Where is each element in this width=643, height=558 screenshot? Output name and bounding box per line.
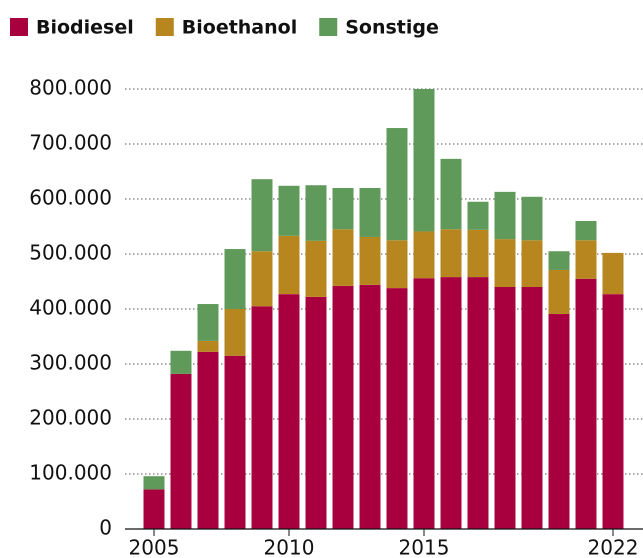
bar-segment	[440, 158, 462, 230]
bar-segment	[521, 196, 543, 241]
y-tick-label: 0	[99, 516, 112, 540]
bar-segment	[413, 278, 435, 529]
bar-segment	[332, 229, 354, 286]
bar-segment	[143, 489, 165, 529]
bar-segment	[251, 306, 273, 529]
legend-label: Biodiesel	[36, 17, 134, 39]
bar-segment	[602, 294, 624, 529]
y-tick-label: 700.000	[29, 131, 112, 155]
bar-segment	[467, 201, 489, 230]
y-tick-label: 300.000	[29, 351, 112, 375]
y-tick-label: 800.000	[29, 76, 112, 100]
bar-segment	[548, 269, 570, 314]
bar-segment	[521, 240, 543, 287]
bar-segment	[278, 235, 300, 295]
bar-segment	[359, 188, 381, 237]
bar-segment	[305, 296, 327, 529]
bar-segment	[602, 252, 624, 295]
legend-swatch	[10, 18, 28, 36]
bar-segment	[548, 251, 570, 270]
y-tick-label: 600.000	[29, 186, 112, 210]
bar-segment	[251, 251, 273, 307]
bar-segment	[143, 476, 165, 490]
bar-segment	[359, 284, 381, 529]
bar-segment	[467, 277, 489, 529]
bar-segment	[413, 89, 435, 232]
bar-segment	[305, 240, 327, 297]
bar-segment	[224, 309, 246, 356]
bar-segment	[440, 277, 462, 529]
bar-segment	[170, 350, 192, 374]
x-tick-label: 2022	[588, 536, 639, 558]
bar-segment	[332, 188, 354, 230]
bar-segment	[413, 231, 435, 279]
bar-segment	[224, 355, 246, 529]
bar-segment	[197, 304, 219, 341]
bar-segment	[494, 239, 516, 287]
y-tick-label: 500.000	[29, 241, 112, 265]
bar-segment	[386, 288, 408, 529]
bar-segment	[278, 185, 300, 236]
y-tick-label: 200.000	[29, 406, 112, 430]
bar-segment	[521, 287, 543, 529]
bar-segment	[494, 191, 516, 240]
bar-segment	[197, 351, 219, 529]
bar-segment	[494, 287, 516, 529]
legend-swatch	[319, 18, 338, 36]
bar-segment	[440, 229, 462, 278]
bar-segment	[305, 185, 327, 241]
bar-segment	[332, 285, 354, 529]
bar-segment	[224, 249, 246, 309]
y-tick-label: 100.000	[29, 461, 112, 485]
bar-segment	[386, 240, 408, 289]
legend-swatch	[155, 18, 174, 36]
bar-segment	[575, 221, 597, 241]
bar-segment	[386, 128, 408, 241]
bar-segment	[251, 179, 273, 252]
bar-segment	[197, 340, 219, 352]
bar-segment	[548, 313, 570, 529]
legend-label: Bioethanol	[182, 17, 297, 39]
legend-label: Sonstige	[345, 17, 439, 39]
bar-segment	[467, 229, 489, 278]
x-tick-label: 2010	[264, 536, 315, 558]
x-tick-label: 2015	[399, 536, 450, 558]
bar-segment	[278, 294, 300, 529]
bar-segment	[359, 236, 381, 285]
bar-segment	[170, 373, 192, 529]
bar-segment	[575, 278, 597, 529]
y-tick-label: 400.000	[29, 296, 112, 320]
x-tick-label: 2005	[129, 536, 180, 558]
bar-segment	[575, 240, 597, 279]
